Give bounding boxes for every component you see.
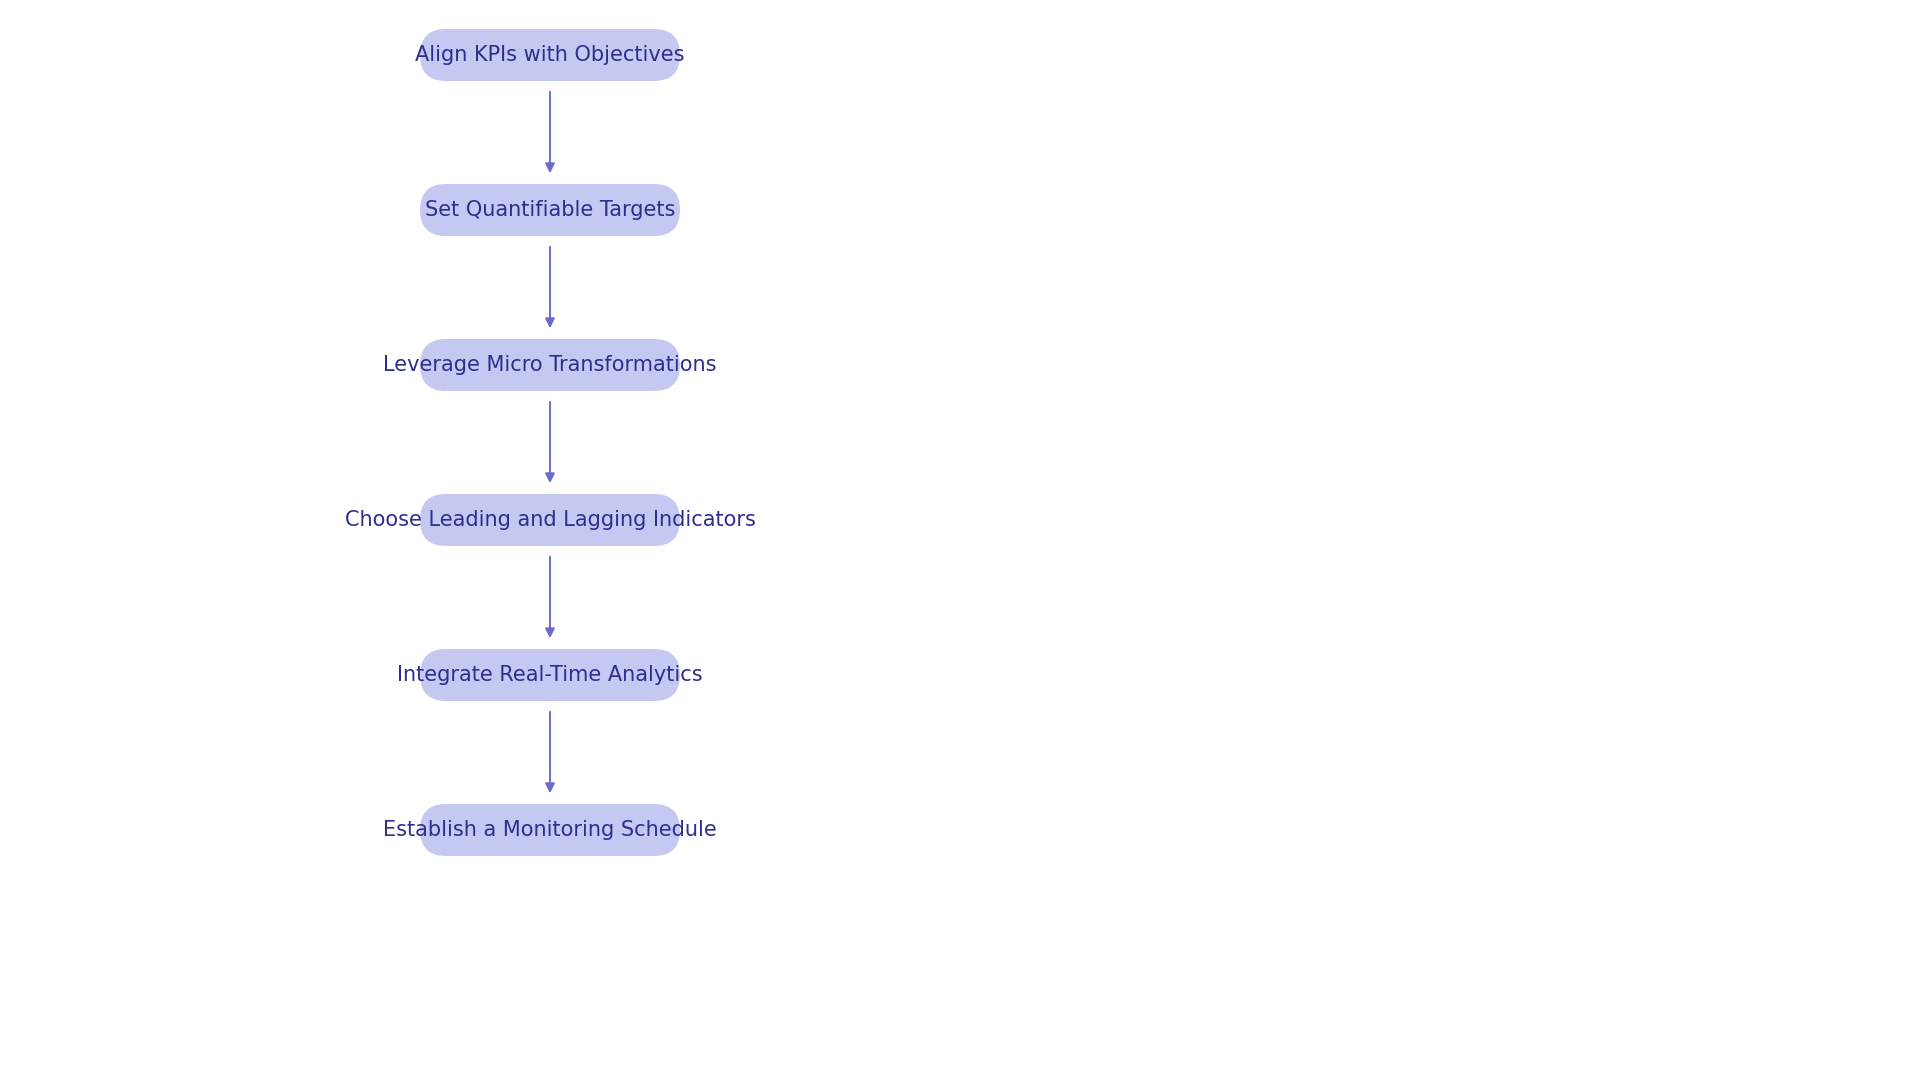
Text: Choose Leading and Lagging Indicators: Choose Leading and Lagging Indicators <box>344 510 755 530</box>
FancyBboxPatch shape <box>420 29 680 81</box>
FancyBboxPatch shape <box>420 494 680 546</box>
FancyBboxPatch shape <box>420 804 680 856</box>
Text: Integrate Real-Time Analytics: Integrate Real-Time Analytics <box>397 665 703 686</box>
Text: Align KPIs with Objectives: Align KPIs with Objectives <box>415 45 685 65</box>
FancyBboxPatch shape <box>420 184 680 236</box>
Text: Set Quantifiable Targets: Set Quantifiable Targets <box>424 200 676 220</box>
Text: Leverage Micro Transformations: Leverage Micro Transformations <box>384 355 716 375</box>
FancyBboxPatch shape <box>420 649 680 701</box>
FancyBboxPatch shape <box>420 339 680 391</box>
Text: Establish a Monitoring Schedule: Establish a Monitoring Schedule <box>384 820 716 840</box>
